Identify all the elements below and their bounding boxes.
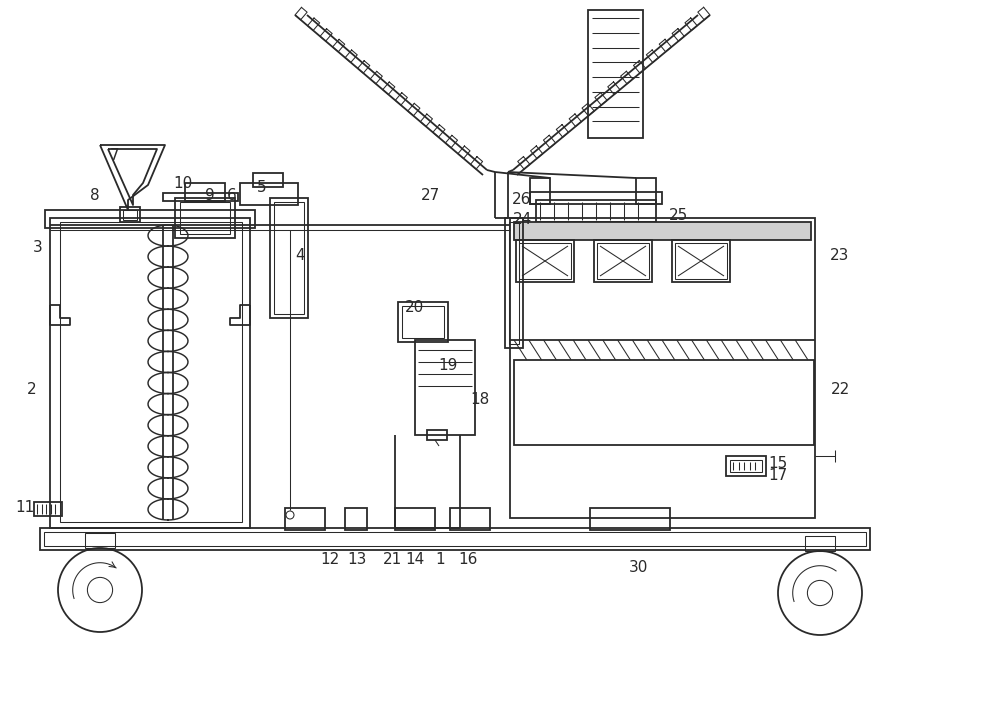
Text: 23: 23 [830,247,850,262]
Bar [514,360,814,445]
Text: 22: 22 [830,383,850,398]
Bar [85,533,115,548]
Bar [253,173,283,187]
Text: 21: 21 [382,553,402,568]
Bar [285,508,325,530]
Text: 14: 14 [405,553,425,568]
Text: 11: 11 [15,500,35,515]
Bar [240,183,298,205]
Text: 20: 20 [405,300,425,316]
Bar [510,218,815,518]
Bar [588,10,643,138]
Text: 5: 5 [257,180,267,195]
Bar [402,306,444,338]
Bar [185,183,225,201]
Bar [530,192,662,204]
Text: 12: 12 [320,553,340,568]
Text: 26: 26 [512,192,532,207]
Text: 17: 17 [768,469,788,484]
Text: 30: 30 [628,560,648,575]
Text: 15: 15 [768,455,788,470]
Bar [45,210,255,228]
Text: 4: 4 [295,247,305,262]
Bar [730,460,762,472]
Bar [120,207,140,222]
Bar [514,222,811,240]
Bar [519,243,571,279]
Bar [590,508,670,530]
Bar [163,193,238,201]
Bar [505,218,523,348]
Bar [175,198,235,238]
Bar [530,178,550,204]
Bar [34,502,62,516]
Bar [270,198,308,318]
Text: 9: 9 [205,188,215,202]
Bar [60,222,242,522]
Bar [509,222,519,344]
Bar [805,536,835,551]
Text: 25: 25 [668,207,688,223]
Text: 6: 6 [227,188,237,202]
Bar [726,456,766,476]
Bar [597,243,649,279]
Bar [274,202,304,314]
Bar [44,532,866,546]
Bar [50,218,250,528]
Bar [415,340,475,435]
Bar [594,240,652,282]
Text: 3: 3 [33,240,43,255]
Text: 16: 16 [458,553,478,568]
Text: 1: 1 [435,553,445,568]
Text: 2: 2 [27,383,37,398]
Text: 7: 7 [110,147,120,162]
Bar [123,210,137,220]
Bar [516,240,574,282]
Text: 24: 24 [512,212,532,228]
Bar [675,243,727,279]
Bar [672,240,730,282]
Text: 8: 8 [90,188,100,202]
Bar [427,430,447,440]
Text: 19: 19 [438,357,458,372]
Bar [40,528,870,550]
Text: 18: 18 [470,393,490,407]
Bar [345,508,367,530]
Bar [636,178,656,204]
Text: 27: 27 [420,188,440,202]
Text: 10: 10 [173,176,193,190]
Text: 13: 13 [347,553,367,568]
Bar [536,200,656,222]
Bar [398,302,448,342]
Bar [450,508,490,530]
Bar [395,508,435,530]
Bar [180,202,230,234]
